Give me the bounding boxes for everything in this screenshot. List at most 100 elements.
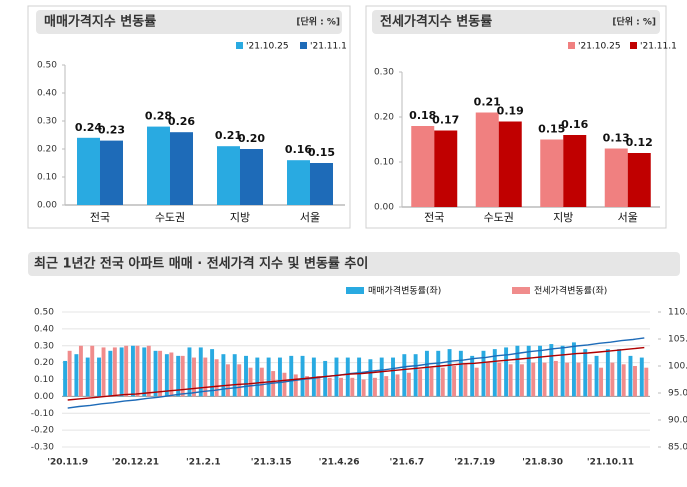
x-tick-label: 지방 xyxy=(553,211,573,224)
x-tick-label: '21.8.30 xyxy=(522,458,563,468)
bar xyxy=(282,372,287,397)
bar xyxy=(486,362,490,397)
legend-label: 전세가격변동률(좌) xyxy=(534,285,607,297)
bar xyxy=(587,364,592,397)
legend-swatch xyxy=(300,42,307,49)
x-tick-label: 수도권 xyxy=(484,211,514,224)
bar xyxy=(565,362,570,397)
bar xyxy=(434,130,458,207)
value-label: 0.20 xyxy=(238,132,265,145)
y2-tick-label: 110.0 xyxy=(668,308,687,318)
legend-swatch xyxy=(346,287,364,294)
bar xyxy=(305,376,310,397)
y-tick-label: -0.10 xyxy=(31,409,55,419)
bar xyxy=(395,374,400,397)
bar xyxy=(599,367,604,397)
value-label: 0.21 xyxy=(215,129,242,142)
legend-label: '21.11.1 xyxy=(640,42,677,52)
bar xyxy=(549,344,554,397)
x-tick-label: '20.11.9 xyxy=(47,458,88,468)
bar xyxy=(345,357,350,397)
bar xyxy=(146,345,151,397)
x-tick-label: 지방 xyxy=(230,211,250,224)
bar xyxy=(391,357,395,397)
bar xyxy=(63,360,68,397)
bar xyxy=(594,355,599,397)
bar xyxy=(67,350,72,397)
line xyxy=(67,337,645,409)
bar xyxy=(384,376,389,397)
bar xyxy=(418,369,423,397)
bar xyxy=(627,153,651,207)
bar xyxy=(633,366,637,397)
value-label: 0.19 xyxy=(497,105,524,118)
bar xyxy=(440,367,445,397)
bar xyxy=(287,160,310,205)
bar xyxy=(244,355,248,397)
y-tick-label: 0.50 xyxy=(34,308,54,318)
bar xyxy=(604,148,628,207)
bar xyxy=(617,349,622,397)
bar xyxy=(519,364,524,397)
bar xyxy=(124,345,129,397)
chart-title: 최근 1년간 전국 아파트 매매 · 전세가격 지수 및 변동률 추이 xyxy=(34,256,368,272)
bar xyxy=(130,345,135,397)
x-tick-label: '21.3.15 xyxy=(251,458,292,468)
bar xyxy=(221,354,226,397)
bar xyxy=(101,347,106,397)
bar xyxy=(436,350,441,397)
bar xyxy=(474,367,479,397)
bar xyxy=(531,362,536,397)
bar xyxy=(498,121,522,207)
unit-label: [단위 : %] xyxy=(296,16,340,28)
x-tick-label: 서울 xyxy=(300,211,320,224)
legend-swatch xyxy=(236,42,243,49)
bar xyxy=(255,357,260,397)
bar xyxy=(563,135,587,207)
bar xyxy=(232,354,237,397)
x-tick-label: '20.12.21 xyxy=(112,458,159,468)
unit-label: [단위 : %] xyxy=(612,16,656,28)
legend-label: '21.10.25 xyxy=(246,42,289,52)
bar xyxy=(300,355,305,397)
bar xyxy=(142,347,147,397)
x-tick-label: '21.7.19 xyxy=(454,458,495,468)
bar xyxy=(368,359,373,397)
bar xyxy=(429,367,434,397)
bar xyxy=(411,126,435,207)
bar xyxy=(97,357,101,397)
bar xyxy=(147,126,170,205)
y-tick-label: -0.30 xyxy=(31,443,55,453)
y-tick-label: 0.00 xyxy=(374,203,394,213)
bar xyxy=(316,376,321,397)
bar xyxy=(406,372,411,397)
bar xyxy=(323,360,328,397)
title-bar xyxy=(372,10,660,34)
legend-swatch xyxy=(568,42,575,49)
panel xyxy=(365,5,667,229)
x-tick-label: 전국 xyxy=(90,211,110,224)
bar xyxy=(74,354,79,397)
y-tick-label: 0.20 xyxy=(374,113,394,123)
bar xyxy=(492,349,497,397)
x-tick-label: '21.4.26 xyxy=(319,458,360,468)
legend-label: 매매가격변동률(좌) xyxy=(368,285,441,297)
y-tick-label: 0.50 xyxy=(37,61,57,71)
value-label: 0.15 xyxy=(538,123,565,136)
bar xyxy=(225,364,230,397)
bar xyxy=(203,357,208,397)
y-tick-label: 0.10 xyxy=(374,158,394,168)
x-tick-label: 수도권 xyxy=(155,211,185,224)
bar xyxy=(237,364,242,397)
bar xyxy=(187,347,192,397)
bar xyxy=(452,366,457,397)
bar xyxy=(402,354,407,397)
x-tick-label: '21.10.11 xyxy=(587,458,634,468)
bar xyxy=(170,132,193,205)
bar xyxy=(153,350,158,397)
value-label: 0.24 xyxy=(75,121,102,134)
bar xyxy=(610,362,615,397)
bar xyxy=(628,355,633,397)
bar xyxy=(605,349,610,397)
bar xyxy=(334,357,339,397)
